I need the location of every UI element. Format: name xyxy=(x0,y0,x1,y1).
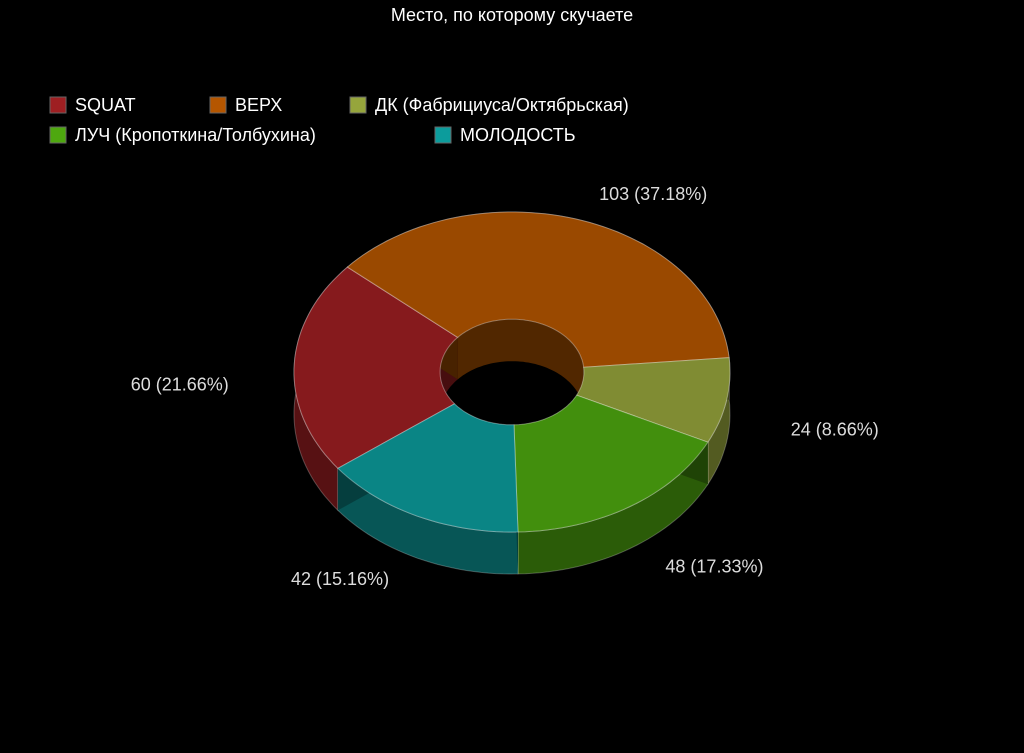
data-label: 48 (17.33%) xyxy=(665,557,763,577)
data-label: 24 (8.66%) xyxy=(791,419,879,439)
legend-swatch xyxy=(49,96,67,114)
slice xyxy=(337,403,519,533)
legend-swatch xyxy=(49,126,67,144)
legend-swatch xyxy=(209,96,227,114)
legend-label: ЛУЧ (Кропоткина/Толбухина) xyxy=(75,125,316,145)
slice-inner-wall xyxy=(457,319,584,410)
legend-label: ДК (Фабрициуса/Октябрьская) xyxy=(375,95,629,115)
legend-label: ВЕРХ xyxy=(235,95,282,115)
chart-title: Место, по которому скучаете xyxy=(391,5,633,25)
data-label: 42 (15.16%) xyxy=(291,569,389,589)
labels: 60 (21.66%) 103 (37.18%) 24 (8.66%) 48 (17.… xyxy=(49,95,879,589)
data-label: 103 (37.18%) xyxy=(599,184,707,204)
data-label: 60 (21.66%) xyxy=(131,375,229,395)
legend-swatch xyxy=(434,126,452,144)
slice-tops xyxy=(293,211,731,533)
legend-label: SQUAT xyxy=(75,95,136,115)
legend-label: МОЛОДОСТЬ xyxy=(460,125,576,145)
legend-swatch xyxy=(349,96,367,114)
